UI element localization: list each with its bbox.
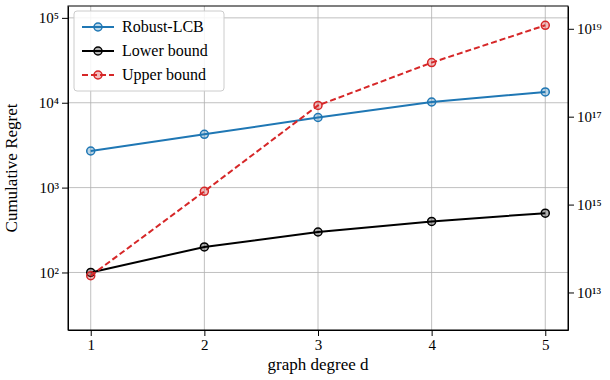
legend: Robust-LCB Lower bound Upper bound — [74, 11, 224, 91]
grid-line — [318, 6, 319, 330]
plot: 1 2 3 4 5 10² 10³ 10⁴ 10⁵ 10¹³ 10¹⁵ 10¹⁷ 10¹⁹ Robust-… — [39, 6, 602, 353]
tick-mark — [91, 330, 92, 336]
tick: 2 — [201, 330, 209, 353]
marker — [200, 243, 208, 251]
legend-box — [74, 11, 224, 91]
marker — [428, 98, 436, 106]
legend-marker — [94, 23, 102, 31]
legend-label: Lower bound — [122, 42, 208, 59]
marker — [541, 209, 549, 217]
tick: 5 — [542, 330, 550, 353]
legend-label: Upper bound — [122, 66, 206, 84]
tick: 4 — [428, 330, 436, 353]
tick: 10² — [40, 265, 69, 281]
y-axis-title: Cumulative Regret — [2, 103, 21, 232]
series-line — [91, 213, 546, 272]
tick-mark — [568, 29, 574, 30]
tick-mark — [318, 330, 319, 336]
tick-mark — [204, 330, 205, 336]
grid-line — [545, 6, 546, 330]
marker — [428, 59, 436, 67]
frame — [68, 6, 568, 330]
marker — [200, 187, 208, 195]
x-axis-title: graph degree d — [267, 355, 369, 374]
y2-axis: 10¹³ 10¹⁵ 10¹⁷ 10¹⁹ — [568, 7, 602, 331]
tick: 10¹⁹ — [568, 21, 602, 37]
grid — [68, 6, 568, 330]
grid-line — [68, 272, 568, 273]
tick-mark — [568, 205, 574, 206]
legend-item: Robust-LCB — [82, 18, 204, 35]
tick-mark — [62, 188, 68, 189]
tick-label: 1 — [87, 337, 95, 353]
tick: 1 — [87, 330, 95, 353]
series-line — [91, 92, 546, 151]
tick-mark — [568, 292, 574, 293]
marker — [87, 147, 95, 155]
marker — [314, 101, 322, 109]
marker — [541, 21, 549, 29]
tick-label: 5 — [542, 337, 550, 353]
tick: 10¹⁵ — [568, 197, 602, 213]
tick-label: 10⁴ — [39, 95, 59, 111]
tick: 3 — [315, 330, 323, 353]
legend-label: Robust-LCB — [122, 18, 204, 35]
marker — [314, 114, 322, 122]
marker — [428, 217, 436, 225]
tick-label: 10¹⁷ — [577, 109, 602, 125]
tick-mark — [545, 330, 546, 336]
tick: 10³ — [40, 180, 69, 196]
marker — [541, 88, 549, 96]
legend-item: Lower bound — [82, 42, 208, 59]
x-axis: 1 2 3 4 5 — [69, 330, 569, 353]
tick: 10⁴ — [39, 95, 68, 111]
y-axis: 10² 10³ 10⁴ 10⁵ — [39, 7, 69, 331]
tick-label: 10¹³ — [577, 285, 601, 301]
tick-label: 10² — [40, 265, 60, 281]
grid-line — [68, 187, 568, 188]
tick-mark — [568, 117, 574, 118]
legend-marker — [94, 71, 102, 79]
grid-line — [431, 6, 432, 330]
chart: 1 2 3 4 5 10² 10³ 10⁴ 10⁵ 10¹³ 10¹⁵ 10¹⁷ 10¹⁹ Robust-… — [0, 0, 610, 380]
tick-label: 3 — [315, 337, 323, 353]
tick: 10¹⁷ — [568, 109, 602, 125]
tick-label: 10⁵ — [39, 10, 59, 26]
tick-label: 10¹⁹ — [577, 21, 602, 37]
tick-mark — [62, 103, 68, 104]
tick-label: 10³ — [40, 180, 60, 196]
tick-mark — [62, 272, 68, 273]
marker — [200, 130, 208, 138]
tick-label: 4 — [428, 337, 436, 353]
tick-mark — [62, 18, 68, 19]
marker — [314, 228, 322, 236]
tick: 10¹³ — [568, 285, 601, 301]
tick: 10⁵ — [39, 10, 68, 26]
marker — [87, 272, 95, 280]
legend-item: Upper bound — [82, 66, 206, 84]
tick-label: 2 — [201, 337, 209, 353]
tick-label: 10¹⁵ — [577, 197, 602, 213]
legend-marker — [94, 47, 102, 55]
tick-mark — [432, 330, 433, 336]
